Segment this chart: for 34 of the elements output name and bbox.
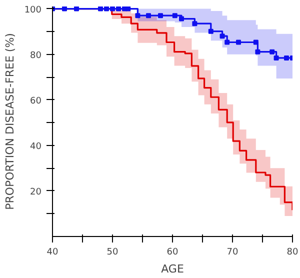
point	[192, 21, 198, 26]
point	[172, 13, 178, 18]
point	[74, 6, 79, 12]
point	[135, 13, 140, 18]
point	[126, 6, 131, 12]
y-tick-label: 80	[30, 50, 42, 61]
point	[62, 6, 67, 12]
point	[110, 6, 115, 12]
y-tick-label: 40	[30, 142, 42, 152]
x-tick-label: 80	[286, 248, 298, 258]
point	[255, 49, 260, 54]
point	[158, 13, 163, 18]
x-axis-title: AGE	[161, 262, 184, 276]
x-tick-label: 40	[46, 248, 58, 258]
point	[274, 55, 279, 60]
point	[236, 40, 241, 45]
x-tick-label: 70	[226, 248, 238, 258]
x-tick-label: 60	[166, 248, 178, 258]
point	[253, 40, 258, 45]
point	[220, 34, 225, 39]
point	[116, 6, 121, 12]
point	[179, 16, 184, 22]
y-tick-label: 60	[30, 96, 42, 106]
y-tick-label: 100	[24, 5, 42, 16]
point	[146, 13, 151, 18]
y-axis-title: PROPORTION DISEASE-FREE (%)	[3, 33, 16, 210]
x-tick-label: 50	[106, 248, 118, 258]
point	[98, 6, 103, 12]
y-tick-label: 20	[30, 187, 42, 198]
point	[104, 6, 109, 12]
point	[208, 28, 214, 34]
point	[224, 40, 230, 45]
point	[284, 55, 289, 60]
point	[270, 49, 275, 54]
